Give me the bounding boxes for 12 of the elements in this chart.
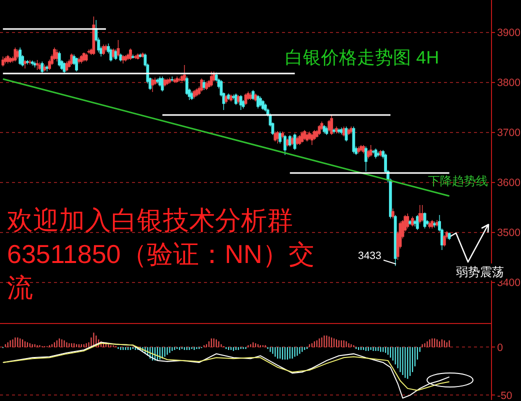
y-tick-label: 3700 xyxy=(497,127,521,140)
y-tick-label: 3600 xyxy=(497,177,521,190)
y-tick-label: 0 xyxy=(497,342,504,354)
y-tick-label: 3500 xyxy=(497,227,521,240)
annotation: 3433 xyxy=(358,250,382,262)
y-tick-label: -50 xyxy=(497,390,512,401)
text: 弱势震荡 xyxy=(456,265,504,279)
annotation: 欢迎加入白银技术分析群63511850（验证：NN）交流 xyxy=(7,205,314,303)
text: 白银价格走势图 4H xyxy=(285,47,440,68)
y-tick-label: 3800 xyxy=(497,77,521,90)
y-tick-label: 3900 xyxy=(497,27,521,40)
series-label: 下降趋势线 xyxy=(428,174,488,188)
